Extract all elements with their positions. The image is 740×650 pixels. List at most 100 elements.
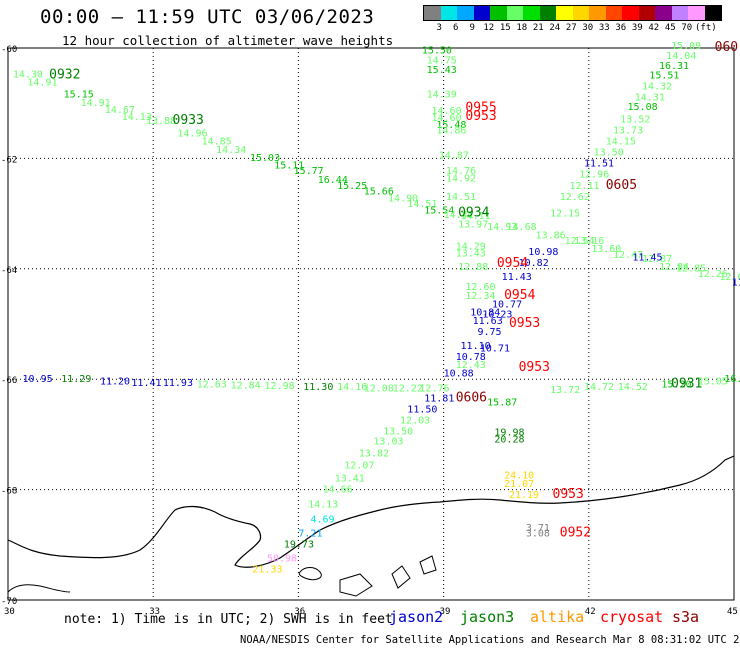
wave-height-label: 13.88 xyxy=(146,116,176,127)
wave-height-label: 13.72 xyxy=(550,385,580,396)
legend-swatch xyxy=(638,6,655,20)
wave-height-label: 15.03 xyxy=(250,153,280,164)
wave-height-label: 14.13 xyxy=(308,499,338,510)
credit-line: NOAA/NESDIS Center for Satellite Applica… xyxy=(240,634,740,646)
legend-swatches xyxy=(423,5,722,21)
legend-swatch xyxy=(688,6,705,20)
wave-height-label: 11.30 xyxy=(303,382,333,393)
wave-height-label: 12.03 xyxy=(400,415,430,426)
wave-height-label: 14.96 xyxy=(177,128,207,139)
wave-height-label: 12.76 xyxy=(419,383,449,394)
wave-height-label: 12.22 xyxy=(393,383,423,394)
pass-time-label: 0952 xyxy=(560,526,591,541)
wave-height-label: 11.43 xyxy=(502,272,532,283)
legend-swatch xyxy=(556,6,573,20)
legend-level-label: 39 xyxy=(631,23,643,33)
lon-tick-label: 33 xyxy=(149,607,160,617)
wave-height-label: 7.21 xyxy=(298,529,322,540)
legend-swatch xyxy=(473,6,490,20)
pass-time-label: 0953 xyxy=(465,109,496,124)
wave-height-labels: 14.3014.91093215.1514.9114.6714.1313.880… xyxy=(13,40,740,576)
wave-height-label: 14.52 xyxy=(618,382,648,393)
legend-level-label: 21 xyxy=(532,23,544,33)
wave-height-label: 13.41 xyxy=(335,473,365,484)
wave-height-label: 15.08 xyxy=(628,102,658,113)
wave-height-label: 11.51 xyxy=(584,159,614,170)
wave-height-label: 14.86 xyxy=(436,126,466,137)
wave-height-label: 11.20 xyxy=(100,377,130,388)
legend-level-label: 15 xyxy=(499,23,511,33)
wave-height-label: 12.88 xyxy=(458,262,488,273)
wave-height-label: 12.07 xyxy=(344,461,374,472)
wave-height-label: 11.45 xyxy=(632,253,662,264)
wave-height-label: 14.92 xyxy=(446,174,476,185)
legend-level-label: 18 xyxy=(516,23,528,33)
wave-height-label: 14.34 xyxy=(216,145,246,156)
legend-level-label: 45 xyxy=(664,23,676,33)
legend-unit: (ft) xyxy=(695,23,717,33)
pass-time-label: 0605 xyxy=(606,178,637,193)
legend-swatch xyxy=(605,6,622,20)
pass-time-label: 0933 xyxy=(173,113,204,128)
legend-swatch xyxy=(572,6,589,20)
wave-height-label: 14.31 xyxy=(635,92,665,103)
legend-level-label: 27 xyxy=(565,23,577,33)
lon-tick-label: 30 xyxy=(4,607,15,617)
longitude-labels: 30 33 36 39 42 45 xyxy=(4,607,738,617)
legend-level-label: 12 xyxy=(483,23,495,33)
wave-height-label: 12.47 xyxy=(613,250,643,261)
wave-height-label: 15.20 xyxy=(661,379,691,390)
wave-height-label: 13.97 xyxy=(458,219,488,230)
legend-swatch xyxy=(589,6,606,20)
wave-height-label: 13.50 xyxy=(594,148,624,159)
wave-height-label: 16.31 xyxy=(659,61,689,72)
coastline xyxy=(7,455,735,568)
legend-swatch xyxy=(622,6,639,20)
wave-height-label: 20.28 xyxy=(494,435,524,446)
wave-height-label: 14.85 xyxy=(202,137,232,148)
wave-height-label: 15.77 xyxy=(294,166,324,177)
wave-height-label: 14.41 xyxy=(444,210,474,221)
wave-height-label: 12.63 xyxy=(197,379,227,390)
sat-s3a-label: s3a xyxy=(672,608,700,626)
lon-tick-label: 36 xyxy=(294,607,305,617)
wave-height-label: 10.95 xyxy=(23,374,53,385)
wave-height-label: 12.15 xyxy=(550,208,580,219)
wave-height-label: 13.03 xyxy=(373,436,403,447)
wave-height-label: 15.25 xyxy=(337,181,367,192)
wave-height-label: 14.39 xyxy=(427,90,457,101)
wave-height-label: 14.16 xyxy=(337,382,367,393)
pass-time-label: 0932 xyxy=(49,67,80,82)
wave-height-label: 3.71 xyxy=(526,523,550,534)
footnote: note: 1) Time is in UTC; 2) SWH is in fe… xyxy=(64,612,393,627)
wave-height-label: 14.93 xyxy=(487,222,517,233)
legend-level-label: 3 xyxy=(436,23,442,33)
legend-swatch xyxy=(704,6,721,20)
wave-height-label: 13.73 xyxy=(613,126,643,137)
latitude-labels: -60 -62 -64 -66 -68 -70 xyxy=(1,45,17,607)
wave-height-label: 50.98 xyxy=(267,553,297,564)
wave-height-label: 14.68 xyxy=(507,222,537,233)
legend-level-label: 30 xyxy=(582,23,594,33)
wave-height-label: 11.81 xyxy=(424,393,454,404)
pass-time-label: 0953 xyxy=(553,487,584,502)
wave-height-label: 11.41 xyxy=(131,378,161,389)
wave-height-label: 14.91 xyxy=(27,78,57,89)
page-title: 00:00 – 11:59 UTC 03/06/2023 xyxy=(40,6,375,28)
lat-tick-label: -66 xyxy=(1,376,17,386)
wave-height-label: 12.62 xyxy=(560,192,590,203)
wave-height-label: 14.75 xyxy=(427,55,457,66)
map-frame xyxy=(7,47,735,601)
wave-height-label: 14.30 xyxy=(13,69,43,80)
pass-time-label: 0954 xyxy=(504,288,535,303)
lat-tick-label: -68 xyxy=(1,487,17,497)
legend-labels: 3 6 9 12 15 18 21 24 27 30 33 36 39 42 45 70 (ft) xyxy=(423,23,722,33)
wave-height-label: 14.51 xyxy=(407,199,437,210)
wave-height-label: 14.11 xyxy=(461,211,491,222)
sat-cryosat-label: cryosat xyxy=(600,608,664,626)
wave-height-label: 12.11 xyxy=(569,181,599,192)
lon-tick-label: 42 xyxy=(585,607,596,617)
wave-height-label: 24.10 xyxy=(504,471,534,482)
wave-height-label: 14.67 xyxy=(105,105,135,116)
